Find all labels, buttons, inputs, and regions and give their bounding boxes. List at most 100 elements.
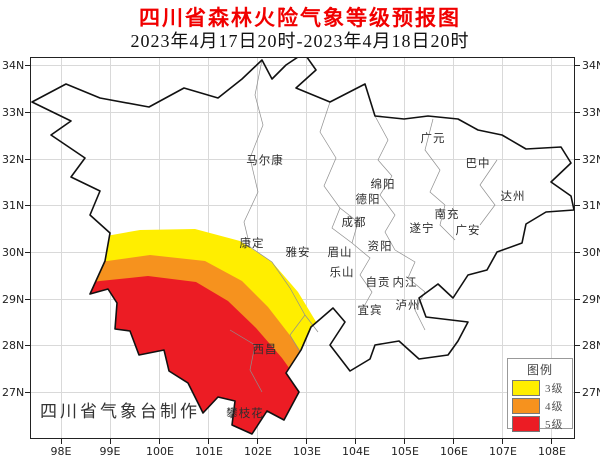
lat-tick-label-left: 28N — [2, 339, 25, 352]
lon-tick — [110, 439, 111, 444]
legend-item: 3级 — [512, 380, 568, 396]
legend-color-swatch — [512, 416, 540, 432]
lon-tick-label: 106E — [440, 445, 468, 458]
city-label: 广元 — [420, 133, 446, 145]
lon-tick — [453, 439, 454, 444]
forecast-period: 2023年4月17日20时-2023年4月18日20时 — [130, 31, 470, 51]
legend-item: 4级 — [512, 398, 568, 414]
lat-tick-label-left: 31N — [2, 199, 25, 212]
lon-tick-label: 107E — [489, 445, 517, 458]
city-label: 南充 — [434, 209, 460, 221]
city-label: 乐山 — [329, 267, 355, 279]
lon-tick-label: 98E — [50, 445, 72, 458]
city-label: 眉山 — [327, 247, 353, 259]
legend-item: 5级 — [512, 416, 568, 432]
city-label: 雅安 — [285, 247, 311, 259]
lat-tick-left — [25, 252, 30, 253]
city-label: 马尔康 — [246, 155, 284, 167]
city-label: 资阳 — [367, 241, 393, 253]
city-label: 自贡 — [365, 277, 391, 289]
lat-tick-label-right: 32N — [582, 153, 600, 166]
lat-gridline — [31, 112, 574, 113]
lon-tick-label: 104E — [342, 445, 370, 458]
lat-tick-label-right: 29N — [582, 293, 600, 306]
lon-gridline — [453, 58, 454, 438]
lat-tick-label-left: 33N — [2, 106, 25, 119]
lon-gridline — [502, 58, 503, 438]
lat-tick-right — [575, 252, 580, 253]
lon-tick — [61, 439, 62, 444]
lat-tick-label-left: 30N — [2, 246, 25, 259]
prefecture-boundaries — [229, 59, 498, 393]
city-label: 广安 — [455, 225, 481, 237]
lon-gridline — [257, 58, 258, 438]
province-outline — [31, 58, 574, 435]
legend-color-swatch — [512, 380, 540, 396]
city-label: 遂宁 — [409, 223, 435, 235]
city-label: 宜宾 — [357, 305, 383, 317]
city-label: 成都 — [341, 217, 367, 229]
lon-tick-label: 108E — [538, 445, 566, 458]
city-label: 巴中 — [465, 158, 491, 170]
city-label: 攀枝花 — [226, 408, 264, 420]
lat-tick-right — [575, 205, 580, 206]
lon-tick — [355, 439, 356, 444]
lat-tick-label-right: 33N — [582, 106, 600, 119]
lon-tick-label: 102E — [244, 445, 272, 458]
city-label: 达州 — [500, 191, 526, 203]
lon-tick-label: 99E — [99, 445, 121, 458]
city-label: 德阳 — [355, 194, 381, 206]
lat-gridline — [31, 65, 574, 66]
lat-tick-label-left: 27N — [2, 386, 25, 399]
lon-gridline — [404, 58, 405, 438]
lat-tick-right — [575, 65, 580, 66]
lat-gridline — [31, 252, 574, 253]
lat-gridline — [31, 205, 574, 206]
lon-gridline — [551, 58, 552, 438]
lon-gridline — [306, 58, 307, 438]
lat-tick-label-left: 29N — [2, 293, 25, 306]
lat-tick-label-left: 34N — [2, 59, 25, 72]
lon-tick-label: 105E — [391, 445, 419, 458]
lat-tick-left — [25, 205, 30, 206]
lat-gridline — [31, 159, 574, 160]
lon-tick — [306, 439, 307, 444]
lat-tick-right — [575, 345, 580, 346]
lat-tick-right — [575, 392, 580, 393]
lat-tick-label-right: 34N — [582, 59, 600, 72]
map-legend: 图例 3级 4级 5级 — [507, 358, 573, 432]
lon-tick — [159, 439, 160, 444]
legend-item-label: 4级 — [545, 401, 564, 413]
lat-tick-left — [25, 159, 30, 160]
lat-tick-left — [25, 392, 30, 393]
lat-tick-label-left: 32N — [2, 153, 25, 166]
lat-tick-right — [575, 112, 580, 113]
city-label: 西昌 — [252, 344, 278, 356]
lat-tick-right — [575, 299, 580, 300]
lon-tick — [257, 439, 258, 444]
legend-title: 图例 — [526, 363, 553, 377]
city-label: 泸州 — [395, 300, 421, 312]
page-title: 四川省森林火险气象等级预报图 — [139, 6, 461, 30]
lat-tick-label-right: 30N — [582, 246, 600, 259]
lat-tick-label-right: 31N — [582, 199, 600, 212]
city-label: 康定 — [239, 238, 265, 250]
lon-gridline — [355, 58, 356, 438]
lat-tick-left — [25, 299, 30, 300]
lon-tick-label: 103E — [293, 445, 321, 458]
lon-tick — [551, 439, 552, 444]
legend-item-label: 3级 — [545, 383, 564, 395]
producer-credit: 四川省气象台制作 — [40, 402, 200, 421]
lat-tick-right — [575, 159, 580, 160]
city-label: 绵阳 — [370, 179, 396, 191]
lon-tick — [502, 439, 503, 444]
lat-tick-left — [25, 345, 30, 346]
lon-tick — [208, 439, 209, 444]
legend-item-label: 5级 — [545, 419, 564, 431]
lat-tick-left — [25, 65, 30, 66]
lon-tick-label: 101E — [195, 445, 223, 458]
lat-tick-left — [25, 112, 30, 113]
lon-tick — [404, 439, 405, 444]
